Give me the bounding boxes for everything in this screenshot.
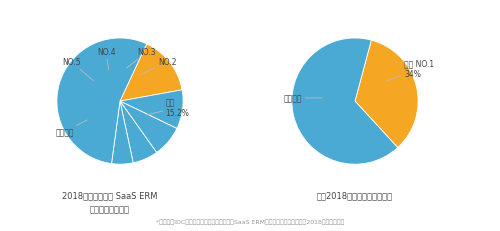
Text: 中国2018年财务云市场占有率: 中国2018年财务云市场占有率: [317, 191, 393, 200]
Text: *数据来自IDC研究报告《中国半年度企业级SaaS ERM应用软件市场跟踪报告（2018年下半年）》: *数据来自IDC研究报告《中国半年度企业级SaaS ERM应用软件市场跟踪报告（…: [156, 219, 344, 224]
Text: NO.2: NO.2: [140, 58, 176, 75]
Wedge shape: [292, 39, 398, 164]
Text: NO.3: NO.3: [126, 48, 156, 69]
Text: 2018年中国企业级 SaaS ERM: 2018年中国企业级 SaaS ERM: [62, 191, 158, 200]
Text: 应用软件市场占比: 应用软件市场占比: [90, 204, 130, 213]
Wedge shape: [120, 102, 156, 163]
Text: 其他总和: 其他总和: [55, 121, 87, 136]
Wedge shape: [112, 102, 133, 164]
Text: 其他总和: 其他总和: [284, 94, 322, 103]
Wedge shape: [120, 45, 182, 102]
Text: 金蝶
15.2%: 金蝶 15.2%: [146, 98, 190, 118]
Text: 金蝶 NO.1
34%: 金蝶 NO.1 34%: [386, 59, 434, 82]
Wedge shape: [120, 102, 177, 153]
Text: NO.5: NO.5: [62, 58, 94, 82]
Wedge shape: [57, 39, 146, 164]
Wedge shape: [355, 41, 418, 148]
Wedge shape: [120, 90, 183, 129]
Text: NO.4: NO.4: [97, 48, 116, 70]
